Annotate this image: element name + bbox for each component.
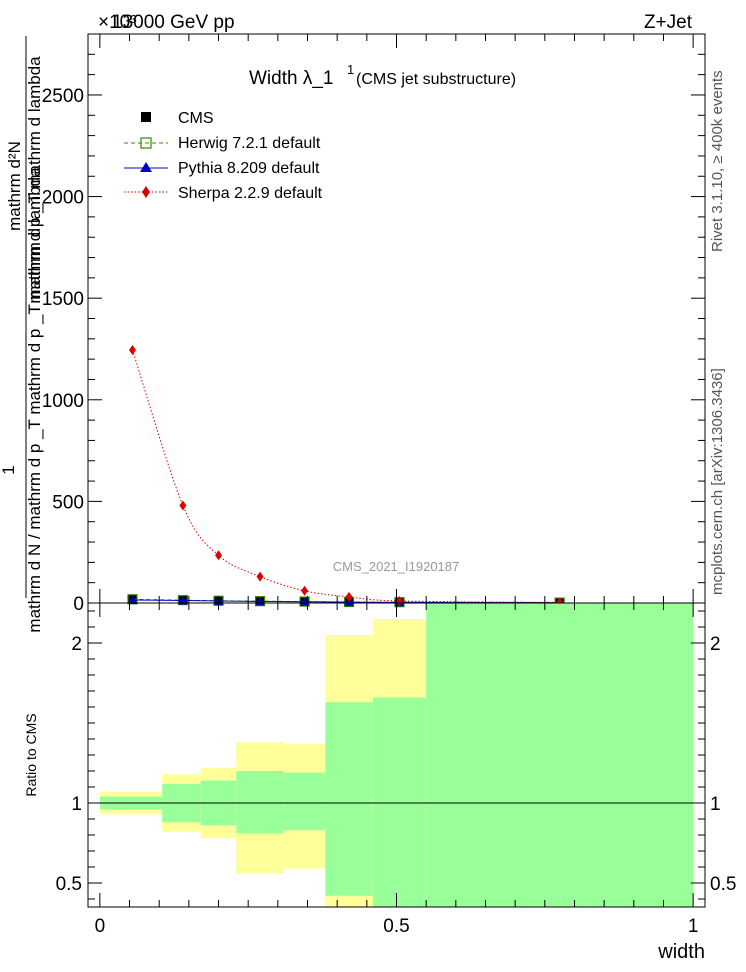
ratio-ytick-label-right: 0.5 [710,874,736,895]
legend-label-herwig: Herwig 7.2.1 default [178,135,321,152]
ratio-band-inner-5 [325,702,373,907]
ratio-ytick-label-right: 1 [710,794,721,815]
exponent-label: ×10³ [98,12,137,33]
ratio-band-inner-6 [372,697,427,907]
x-tick-label: 0.5 [383,916,409,937]
main-panel: 0 500 1000 1500 2000 2500 Width λ_1 1 (CMS je… [0,33,706,633]
ratio-band-inner-7 [426,603,694,907]
legend-marker-herwig [140,137,152,149]
legend-label-cms: CMS [178,110,214,127]
legend-label-sherpa: Sherpa 2.2.9 default [178,185,323,202]
watermark: CMS_2021_I1920187 [333,559,460,574]
data-point-sherpa-0 [128,344,136,355]
ratio-ylabel: Ratio to CMS [23,713,39,796]
x-tick-label: 1 [688,916,699,937]
data-point-sherpa-2 [215,550,223,561]
legend: CMS Herwig 7.2.1 default Pythia 8.209 de… [124,110,323,202]
legend-marker-cms [141,112,151,122]
legend-label-pythia: Pythia 8.209 default [178,160,320,177]
process-label: Z+Jet [644,12,693,33]
rivet-label: Rivet 3.1.10, ≥ 400k events [709,70,726,252]
data-point-pythia-5 [344,597,354,607]
main-ytick-label: 1500 [42,289,84,310]
ratio-ytick-label-right: 2 [710,634,721,655]
main-ytick-label: 2500 [42,86,84,107]
chart-subtitle: (CMS jet substructure) [356,71,516,88]
x-axis-label: width [657,941,705,963]
ratio-ytick-label: 2 [71,634,82,655]
main-ylabel: mathrm d²N mathrm d p _T mathrm d lambda… [0,36,44,633]
mcplots-label: mcplots.cern.ch [arXiv:1306.3436] [709,368,726,595]
x-tick-label: 0 [95,916,106,937]
series-line-3 [132,349,560,603]
ratio-ytick-label: 0.5 [56,874,82,895]
ylabel-bottom: mathrm d N / mathrm d p _T mathrm d p _T… [25,167,44,633]
main-ytick-label: 0 [73,594,84,615]
main-ytick-label: 2000 [42,188,84,209]
main-ticks: 0 500 1000 1500 2000 2500 [42,33,705,615]
series-line-2 [132,599,560,604]
data-point-sherpa-5 [345,591,353,602]
data-point-sherpa-3 [256,571,264,582]
ylabel-one: 1 [0,465,18,474]
main-ytick-label: 500 [52,492,84,513]
chart-title: Width λ_1 [249,68,333,89]
chart-title-sup: 1 [347,62,354,77]
legend-marker-pythia [140,162,152,172]
ratio-band-inner-3 [236,771,284,834]
ratio-bands [99,603,694,907]
data-point-sherpa-4 [301,585,309,596]
data-point-pythia-1 [178,596,188,605]
data-point-pythia-4 [300,597,310,606]
ylabel-top-sub: mathrm d p _T mathrm d lambda [25,56,44,304]
data-point-sherpa-1 [179,500,187,511]
ratio-band-inner-4 [283,772,326,831]
ratio-band-outer-low-5 [325,895,373,907]
data-point-pythia-0 [127,595,137,604]
ratio-ticks: 0.5 0.5 1 1 2 2 0 0.5 1 [56,603,736,937]
legend-marker-sherpa [142,186,150,198]
ratio-panel: 0.5 0.5 1 1 2 2 0 0.5 1 Ratio to CMS width [23,602,736,963]
main-ytick-label: 1000 [42,391,84,412]
ylabel-top: mathrm d²N [5,141,24,231]
ratio-ytick-label: 1 [71,794,82,815]
energy-label: 13000 GeV pp [112,12,235,33]
